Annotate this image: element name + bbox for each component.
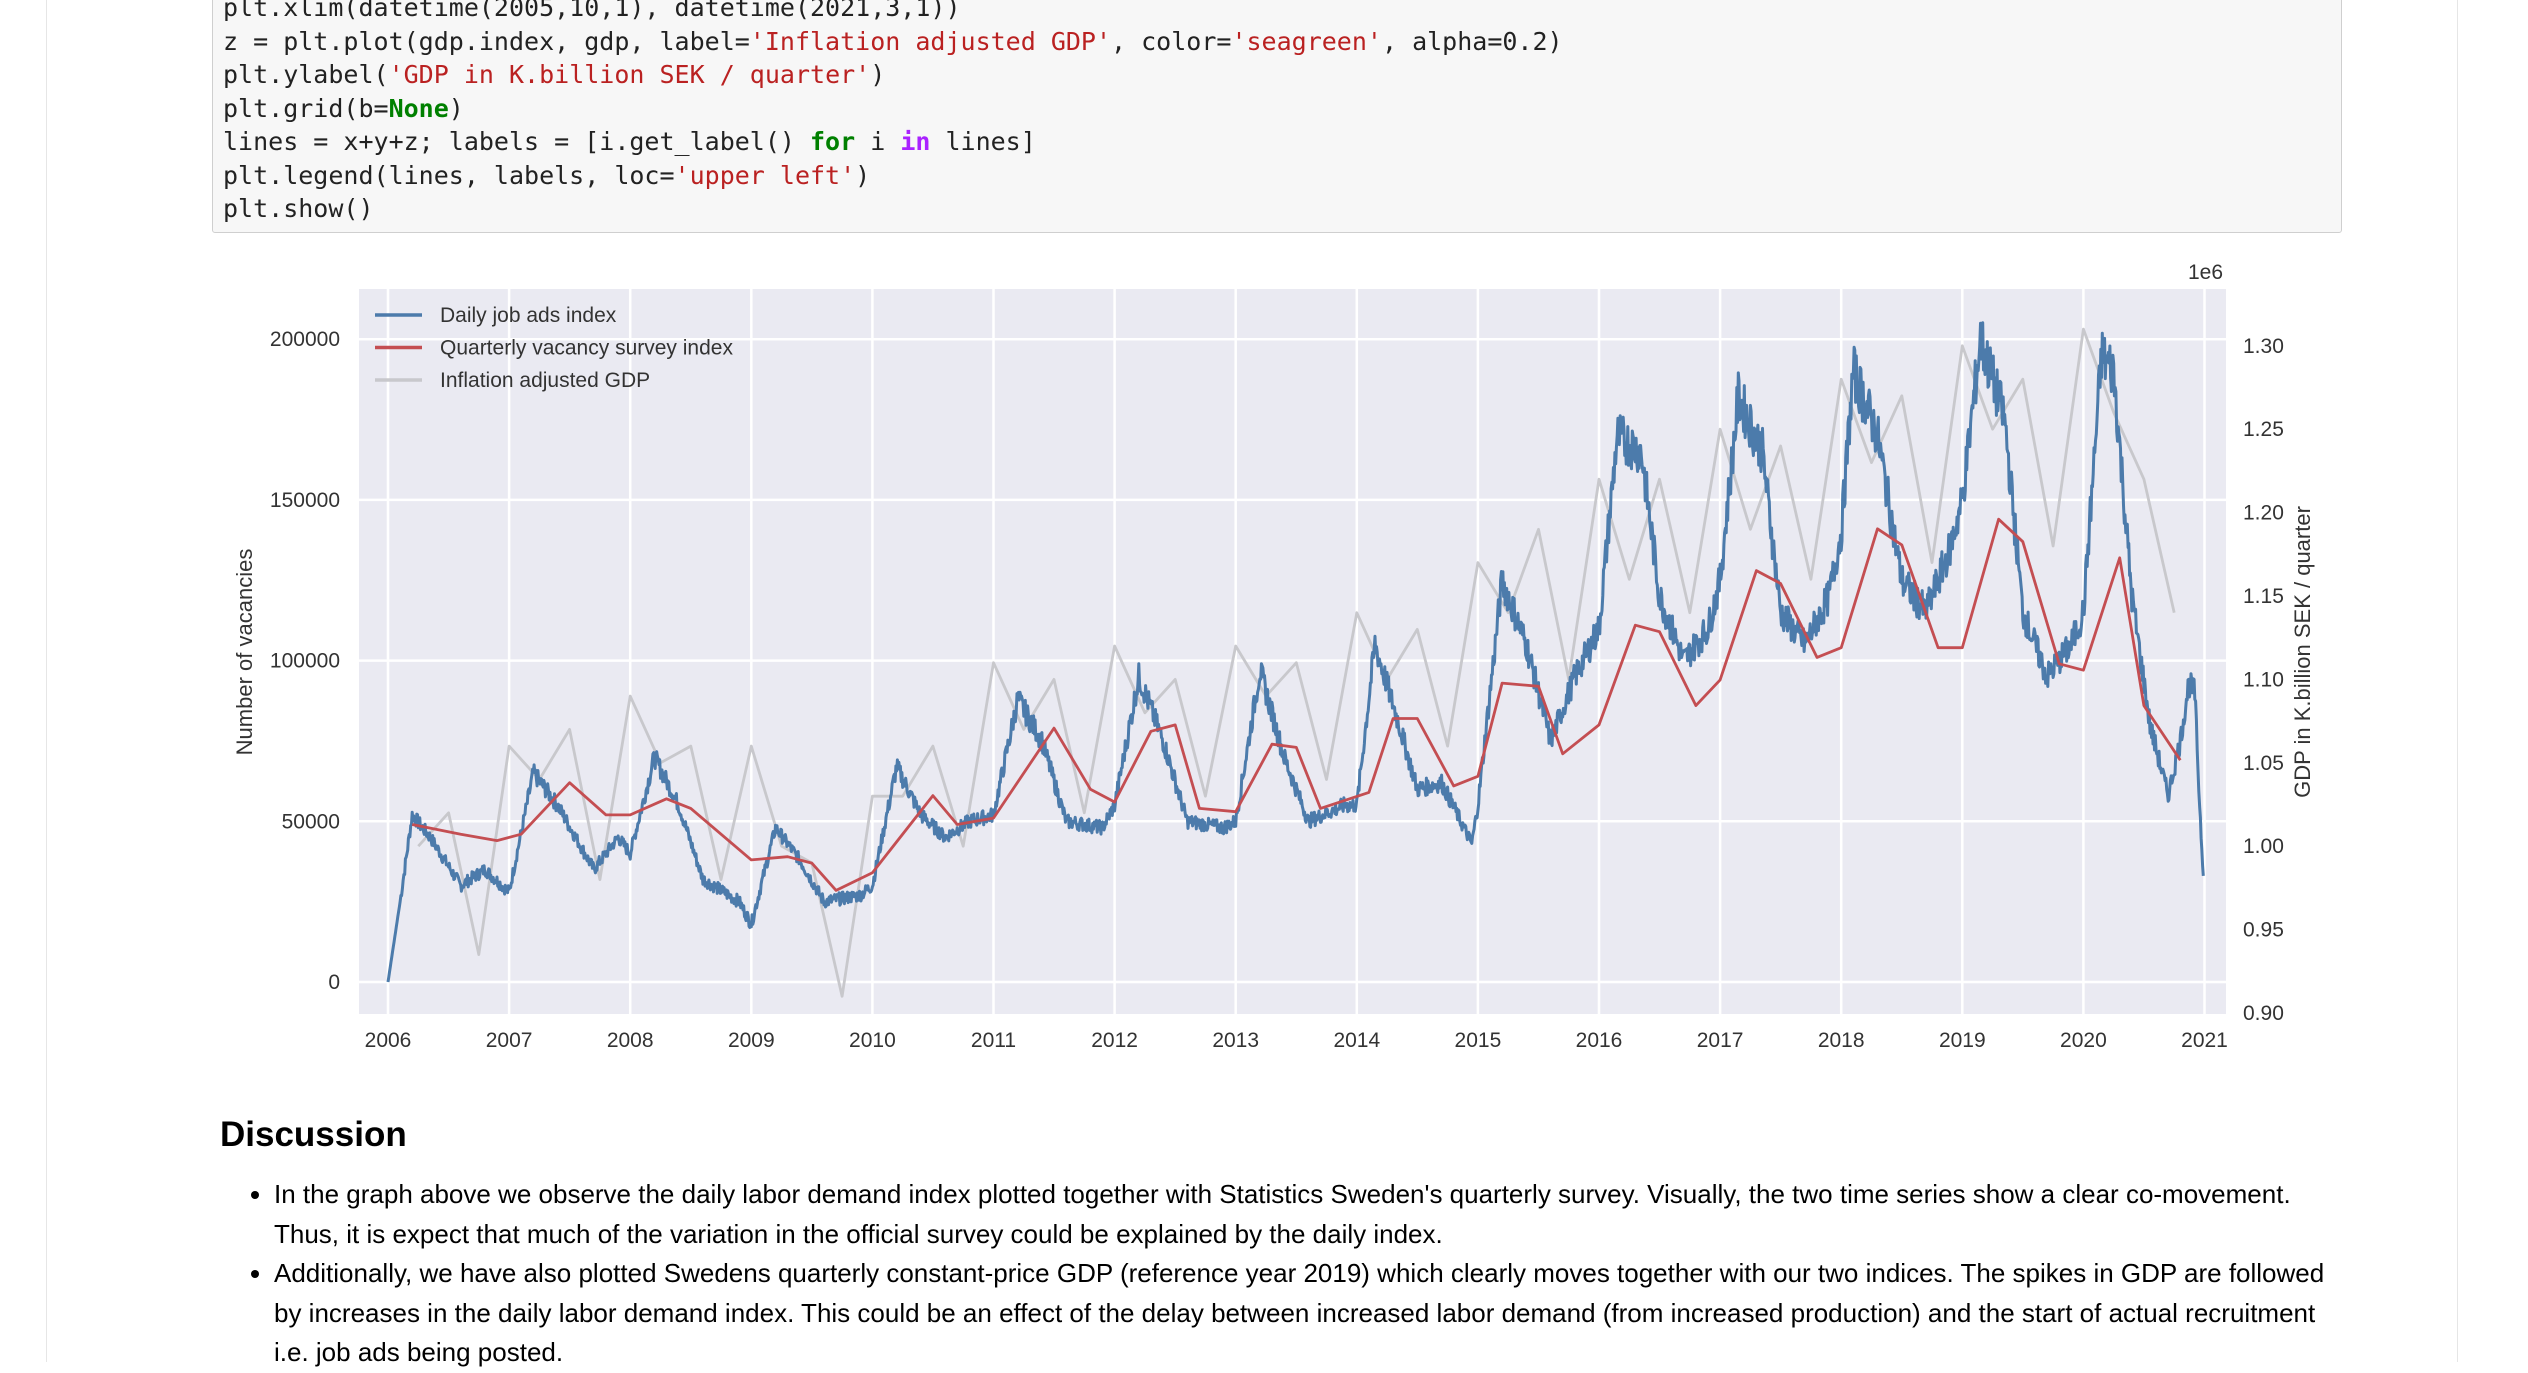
series-line-2 [417, 327, 2176, 998]
right-y-tick-label: 1.25 [2243, 418, 2284, 441]
code-token: plt.show() [223, 194, 374, 223]
y-tick-label: 0 [328, 971, 340, 994]
code-token: in [900, 127, 931, 156]
series-line-0 [386, 321, 2205, 983]
x-tick-label: 2019 [1939, 1029, 1986, 1052]
code-cell[interactable]: plt.xlim(datetime(2005,10,1), datetime(2… [212, 0, 2342, 233]
code-token: , color= [1111, 26, 1232, 56]
code-line: lines = x+y+z; labels = [i.get_label() f… [223, 127, 1036, 156]
code-line: plt.ylabel('GDP in K.billion SEK / quart… [223, 60, 885, 89]
code-token: ) [448, 93, 464, 123]
code-token: , alpha=0.2) [1381, 26, 1563, 56]
x-tick-label: 2016 [1576, 1029, 1623, 1052]
code-line: plt.xlim(datetime(2005,10,1), datetime(2… [223, 0, 961, 22]
line-chart: 2006 2007 2008 2009 2010 2011 2012 2013 2014 2015… [232, 261, 2315, 1052]
x-tick-label: 2015 [1455, 1029, 1502, 1052]
x-tick-label: 2014 [1333, 1029, 1380, 1052]
code-token: plt.legend(lines, labels, loc= [223, 160, 675, 190]
right-y-tick-label: 1.15 [2243, 585, 2284, 608]
plot-background [359, 289, 2226, 1014]
y-axis-label: Number of vacancies [232, 549, 257, 756]
x-tick-label: 2010 [849, 1029, 896, 1052]
x-tick-label: 2018 [1818, 1029, 1865, 1052]
right-y-tick-label: 1.20 [2243, 502, 2284, 525]
x-tick-label: 2008 [607, 1029, 654, 1052]
code-token: 'Inflation adjusted GDP' [749, 26, 1112, 56]
x-tick-label: 2011 [971, 1029, 1016, 1052]
code-line: plt.grid(b=None) [223, 94, 464, 123]
code-token: ) [870, 60, 886, 89]
x-tick-label: 2007 [486, 1029, 533, 1052]
code-line: plt.show() [223, 194, 374, 223]
code-token: plt.grid(b= [223, 93, 389, 123]
notebook-page [46, 0, 2458, 1362]
code-token: None [388, 93, 449, 123]
y-tick-label: 200000 [270, 328, 340, 351]
code-token: 'GDP in K.billion SEK / quarter' [388, 60, 871, 89]
y-tick-label: 100000 [270, 650, 340, 673]
code-token: plt.ylabel( [223, 60, 389, 89]
right-y-tick-label: 0.95 [2243, 919, 2284, 942]
x-tick-label: 2006 [365, 1029, 412, 1052]
code-line: plt.legend(lines, labels, loc='upper lef… [223, 161, 870, 190]
right-y-tick-label: 1.05 [2243, 752, 2284, 775]
code-token: plt.xlim(datetime(2005,10,1), datetime(2… [223, 0, 961, 22]
x-tick-label: 2012 [1091, 1029, 1138, 1052]
code-token: i [855, 127, 901, 156]
right-y-tick-label: 1.30 [2243, 335, 2284, 358]
x-tick-label: 2020 [2060, 1029, 2107, 1052]
discussion-list: In the graph above we observe the daily … [220, 1175, 2340, 1373]
x-tick-label: 2017 [1697, 1029, 1744, 1052]
legend-label: Quarterly vacancy survey index [440, 337, 733, 360]
offset-label: 1e6 [2188, 261, 2223, 284]
code-token: 'seagreen' [1231, 26, 1382, 56]
right-y-tick-label: 0.90 [2243, 1002, 2284, 1025]
legend-label: Inflation adjusted GDP [440, 369, 650, 392]
right-y-tick-label: 1.00 [2243, 835, 2284, 858]
code-token: z = plt.plot(gdp.index, gdp, label= [223, 26, 750, 56]
legend-label: Daily job ads index [440, 304, 617, 327]
y-tick-label: 50000 [282, 810, 340, 833]
discussion-heading: Discussion [220, 1115, 407, 1154]
x-tick-label: 2021 [2181, 1029, 2228, 1052]
code-token: 'upper left' [674, 160, 856, 190]
discussion-bullet: In the graph above we observe the daily … [274, 1175, 2340, 1254]
right-y-tick-label: 1.10 [2243, 668, 2284, 691]
code-token: lines = x+y+z; labels = [i.get_label() [223, 127, 810, 156]
x-tick-label: 2013 [1212, 1029, 1259, 1052]
code-token: ) [855, 160, 871, 190]
code-line: z = plt.plot(gdp.index, gdp, label='Infl… [223, 27, 1563, 56]
y-tick-label: 150000 [270, 489, 340, 512]
code-token: for [810, 127, 856, 156]
code-token: lines] [930, 127, 1036, 156]
discussion-section: Discussion In the graph above we observe… [220, 1115, 2340, 1373]
x-tick-label: 2009 [728, 1029, 775, 1052]
discussion-bullet: Additionally, we have also plotted Swede… [274, 1254, 2340, 1373]
right-y-axis-label: GDP in K.billion SEK / quarter [2290, 506, 2315, 798]
series-line-1 [411, 517, 2182, 892]
